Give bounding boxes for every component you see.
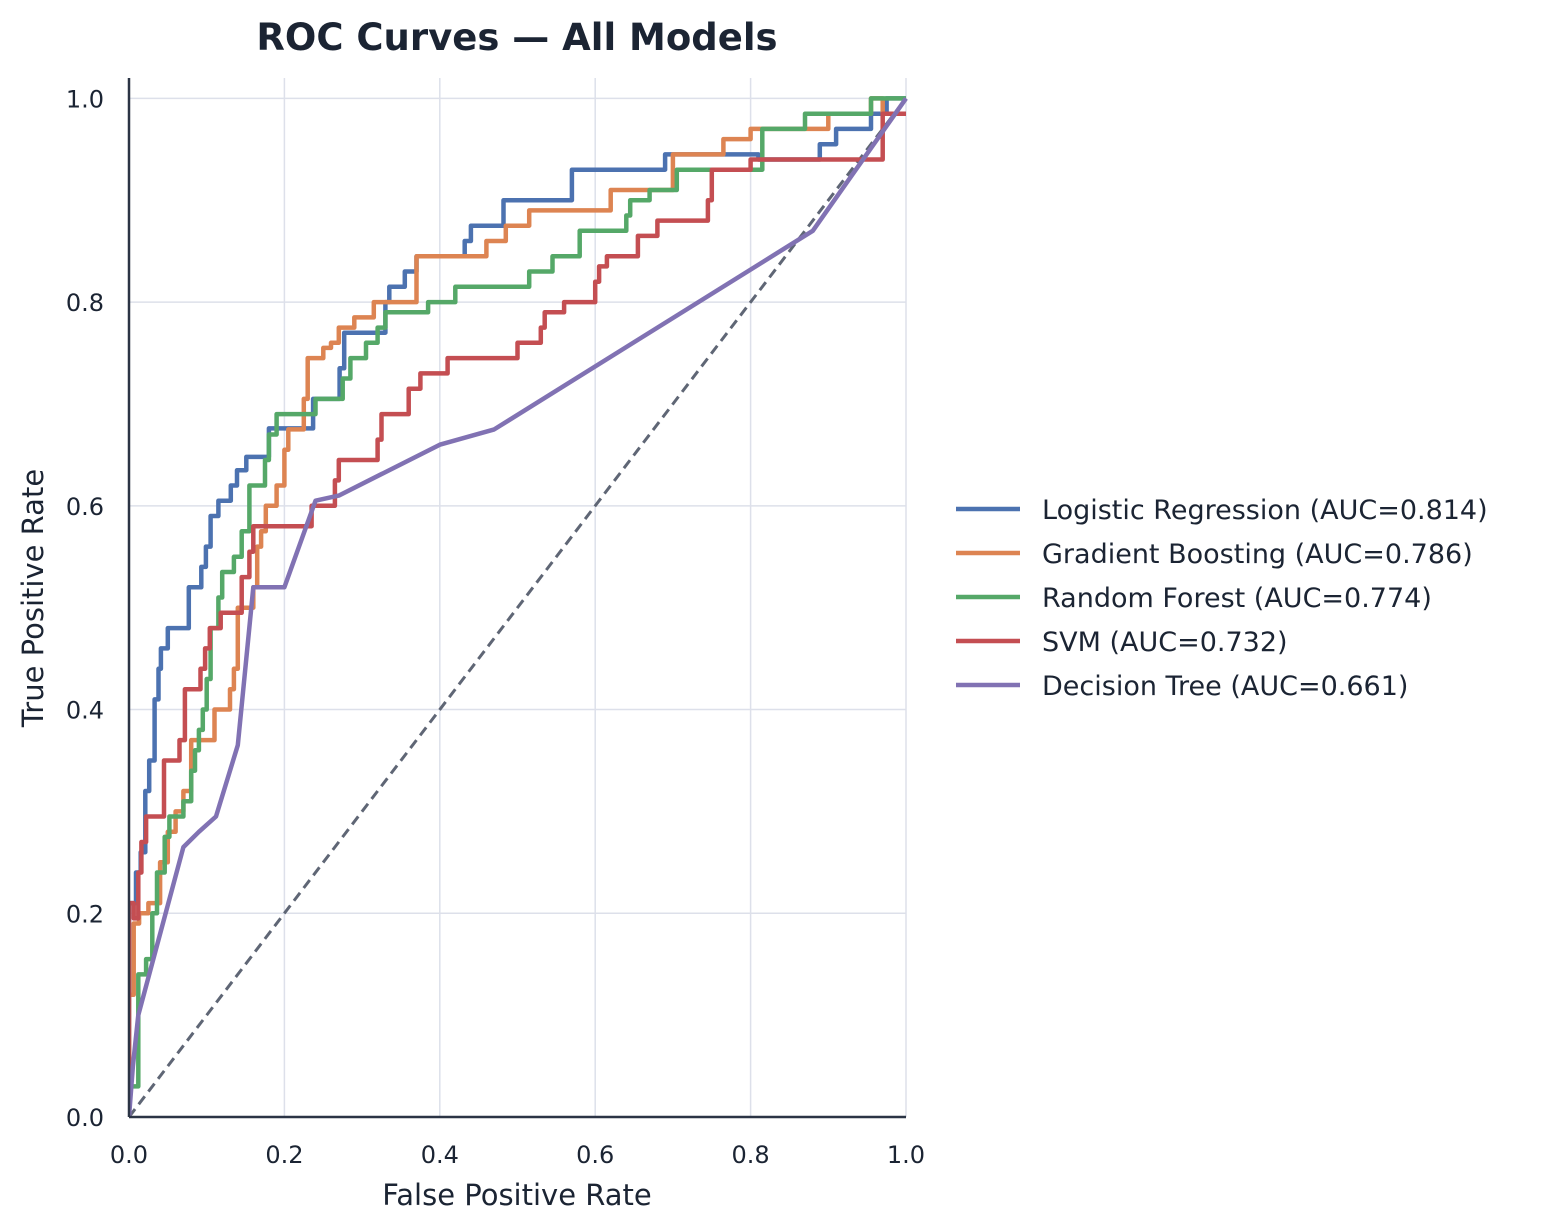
- grid-lines: [128, 78, 907, 1118]
- y-tick-label-3: 0.6: [66, 493, 104, 521]
- chart-title: ROC Curves — All Models: [256, 16, 777, 59]
- series-line-3: [129, 111, 906, 1117]
- x-tick-label-0: 0.0: [110, 1141, 148, 1169]
- series-line-0: [129, 96, 906, 1117]
- y-tick-label-4: 0.8: [66, 289, 104, 317]
- legend-label-4: Decision Tree (AUC=0.661): [1042, 671, 1408, 702]
- x-tick-label-5: 1.0: [887, 1141, 925, 1169]
- x-axis-label: False Positive Rate: [382, 1178, 652, 1212]
- series-line-4: [129, 97, 908, 1117]
- x-tick-label-2: 0.4: [421, 1141, 459, 1169]
- tick-labels: 0.0 0.2 0.4 0.6 0.8 1.0 0.0 0.2 0.4 0.6 0.8 1.0: [66, 85, 925, 1169]
- legend-label-1: Gradient Boosting (AUC=0.786): [1042, 539, 1473, 570]
- y-tick-label-2: 0.4: [66, 697, 104, 725]
- y-tick-label-0: 0.0: [66, 1104, 104, 1132]
- x-tick-label-1: 0.2: [265, 1141, 303, 1169]
- reference-diagonal-line: [127, 97, 908, 1118]
- y-tick-label-5: 1.0: [66, 85, 104, 113]
- x-tick-label-4: 0.8: [732, 1141, 770, 1169]
- x-tick-label-3: 0.6: [576, 1141, 614, 1169]
- axes: [127, 78, 906, 1119]
- series-line-2: [129, 96, 906, 1117]
- y-tick-label-1: 0.2: [66, 900, 104, 928]
- legend-label-0: Logistic Regression (AUC=0.814): [1042, 495, 1488, 526]
- plot-area: [127, 96, 908, 1118]
- y-axis-label: True Positive Rate: [16, 469, 50, 728]
- legend-label-3: SVM (AUC=0.732): [1042, 627, 1288, 658]
- legend: Logistic Regression (AUC=0.814) Gradient …: [956, 495, 1488, 702]
- legend-label-2: Random Forest (AUC=0.774): [1042, 583, 1432, 614]
